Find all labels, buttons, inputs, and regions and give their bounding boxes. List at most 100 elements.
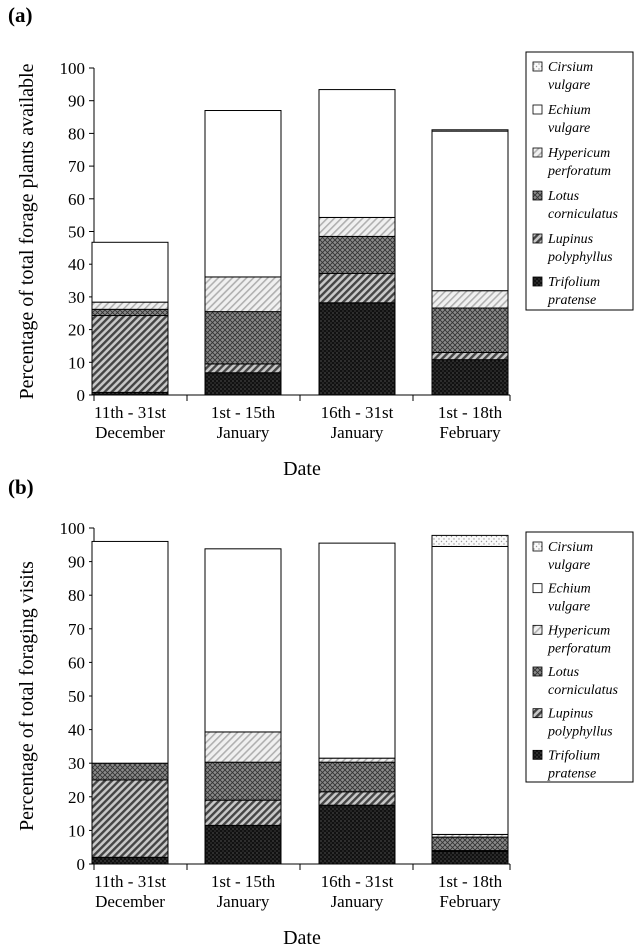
bar-segment-hypericum-perforatum xyxy=(91,301,169,310)
x-tick-label: January xyxy=(217,892,270,911)
y-tick-label: 10 xyxy=(68,353,85,372)
y-tick-label: 30 xyxy=(68,288,85,307)
legend-label: Echium xyxy=(547,582,591,597)
x-tick-label: February xyxy=(439,892,501,911)
legend-label: Trifolium xyxy=(548,275,600,290)
legend-label: Cirsium xyxy=(548,540,593,555)
legend-label: pratense xyxy=(547,293,596,308)
x-tick-label: January xyxy=(217,423,270,442)
bar-segment-cirsium-vulgare xyxy=(431,129,509,132)
legend: Cirsium vulgare Echium vulgare Hypericum perf… xyxy=(525,51,634,311)
legend-label: pratense xyxy=(547,766,596,781)
bar-segment-trifolium-pratense xyxy=(431,359,509,396)
legend-label: Cirsium xyxy=(548,60,593,75)
y-tick-label: 30 xyxy=(68,754,85,773)
bar-segment-hypericum-perforatum xyxy=(431,290,509,309)
x-tick-label: December xyxy=(95,423,165,442)
legend-label: polyphyllus xyxy=(547,725,613,740)
legend-box xyxy=(525,531,634,783)
y-tick-label: 70 xyxy=(68,157,85,176)
legend-label: Echium xyxy=(547,103,591,118)
y-tick-label: 0 xyxy=(77,386,86,405)
y-tick-label: 100 xyxy=(60,519,86,538)
legend-label: vulgare xyxy=(548,78,590,93)
x-tick-label: 11th - 31st xyxy=(94,872,166,891)
legend-swatch xyxy=(532,147,543,158)
legend-swatch xyxy=(532,233,543,244)
x-tick-label: 1st - 15th xyxy=(211,403,276,422)
x-tick-label: December xyxy=(95,892,165,911)
bar-segment-lupinus-polyphyllus xyxy=(318,791,396,806)
x-tick-label: February xyxy=(439,423,501,442)
bar-segment-lupinus-polyphyllus xyxy=(204,799,282,826)
bar-segment-lupinus-polyphyllus xyxy=(91,315,169,393)
legend-label: Hypericum xyxy=(547,146,610,161)
x-tick-label: 16th - 31st xyxy=(321,403,394,422)
legend-label: perforatum xyxy=(547,641,611,656)
x-tick-label: 11th - 31st xyxy=(94,403,166,422)
legend-swatch xyxy=(532,190,543,201)
legend-swatch xyxy=(532,104,543,115)
bar-segment-lotus-corniculatus xyxy=(431,307,509,353)
bar-segment-lupinus-polyphyllus xyxy=(318,272,396,304)
panel-b: (b) 0 10 20 30 40 50 60 70 80 90 100 11th - 31stDece… xyxy=(8,475,634,949)
legend: Cirsium vulgare Echium vulgare Hypericum perf… xyxy=(525,531,634,783)
y-tick-label: 60 xyxy=(68,653,85,672)
legend-label: Trifolium xyxy=(548,748,600,763)
legend-swatch xyxy=(532,666,543,677)
x-tick-label: 1st - 18th xyxy=(438,872,503,891)
bar-segment-lotus-corniculatus xyxy=(91,308,169,317)
x-tick-label: 16th - 31st xyxy=(321,872,394,891)
bar-segment-trifolium-pratense xyxy=(431,850,509,865)
legend-label: Lotus xyxy=(547,665,580,680)
x-axis-label: Date xyxy=(283,458,321,480)
legend-swatch xyxy=(532,708,543,719)
y-axis-label: Percentage of total foraging visits xyxy=(16,561,38,831)
bar-segment-echium-vulgare xyxy=(204,110,282,278)
bar-segment-echium-vulgare xyxy=(431,545,509,835)
legend-swatch xyxy=(532,276,543,287)
bar-segment-lotus-corniculatus xyxy=(204,761,282,801)
y-tick-label: 60 xyxy=(68,190,85,209)
y-tick-label: 70 xyxy=(68,620,85,639)
bar-segment-lotus-corniculatus xyxy=(318,761,396,793)
bar-segment-trifolium-pratense xyxy=(204,824,282,865)
bar-segment-lupinus-polyphyllus xyxy=(204,363,282,374)
bar-segment-lotus-corniculatus xyxy=(204,311,282,365)
y-axis-label: Percentage of total forage plants availa… xyxy=(16,63,38,399)
y-tick-label: 50 xyxy=(68,687,85,706)
bar-segment-echium-vulgare xyxy=(318,542,396,759)
legend-label: Lupinus xyxy=(547,707,594,722)
bar-segment-lotus-corniculatus xyxy=(431,836,509,852)
panel-a: (a) 0 10 20 30 40 50 60 70 80 90 100 11th - 31stDece… xyxy=(8,3,634,480)
x-tick-label: 1st - 18th xyxy=(438,403,503,422)
y-tick-label: 80 xyxy=(68,586,85,605)
bar-segment-lupinus-polyphyllus xyxy=(91,779,169,858)
bar-segment-trifolium-pratense xyxy=(318,302,396,396)
y-tick-label: 100 xyxy=(60,59,86,78)
panel-label: (a) xyxy=(8,3,33,27)
legend-box xyxy=(525,51,634,311)
legend-label: polyphyllus xyxy=(547,250,613,265)
bar-segment-hypericum-perforatum xyxy=(318,757,396,763)
bar-segment-lupinus-polyphyllus xyxy=(431,351,509,361)
y-tick-label: 0 xyxy=(77,855,86,874)
legend-label: vulgare xyxy=(548,558,590,573)
legend-label: Hypericum xyxy=(547,623,610,638)
y-tick-label: 20 xyxy=(68,788,85,807)
bar-segment-lotus-corniculatus xyxy=(318,235,396,274)
bar-segment-echium-vulgare xyxy=(204,548,282,733)
bar-segment-hypericum-perforatum xyxy=(204,731,282,763)
bar-segment-echium-vulgare xyxy=(91,540,169,764)
bar-segment-cirsium-vulgare xyxy=(431,534,509,547)
y-tick-label: 50 xyxy=(68,223,85,242)
y-tick-label: 20 xyxy=(68,321,85,340)
legend-swatch xyxy=(532,624,543,635)
bar-segment-hypericum-perforatum xyxy=(318,216,396,237)
x-tick-label: January xyxy=(331,892,384,911)
legend-swatch xyxy=(532,61,543,72)
bar-segment-lotus-corniculatus xyxy=(91,762,169,781)
legend-label: vulgare xyxy=(548,600,590,615)
panel-label: (b) xyxy=(8,475,34,499)
